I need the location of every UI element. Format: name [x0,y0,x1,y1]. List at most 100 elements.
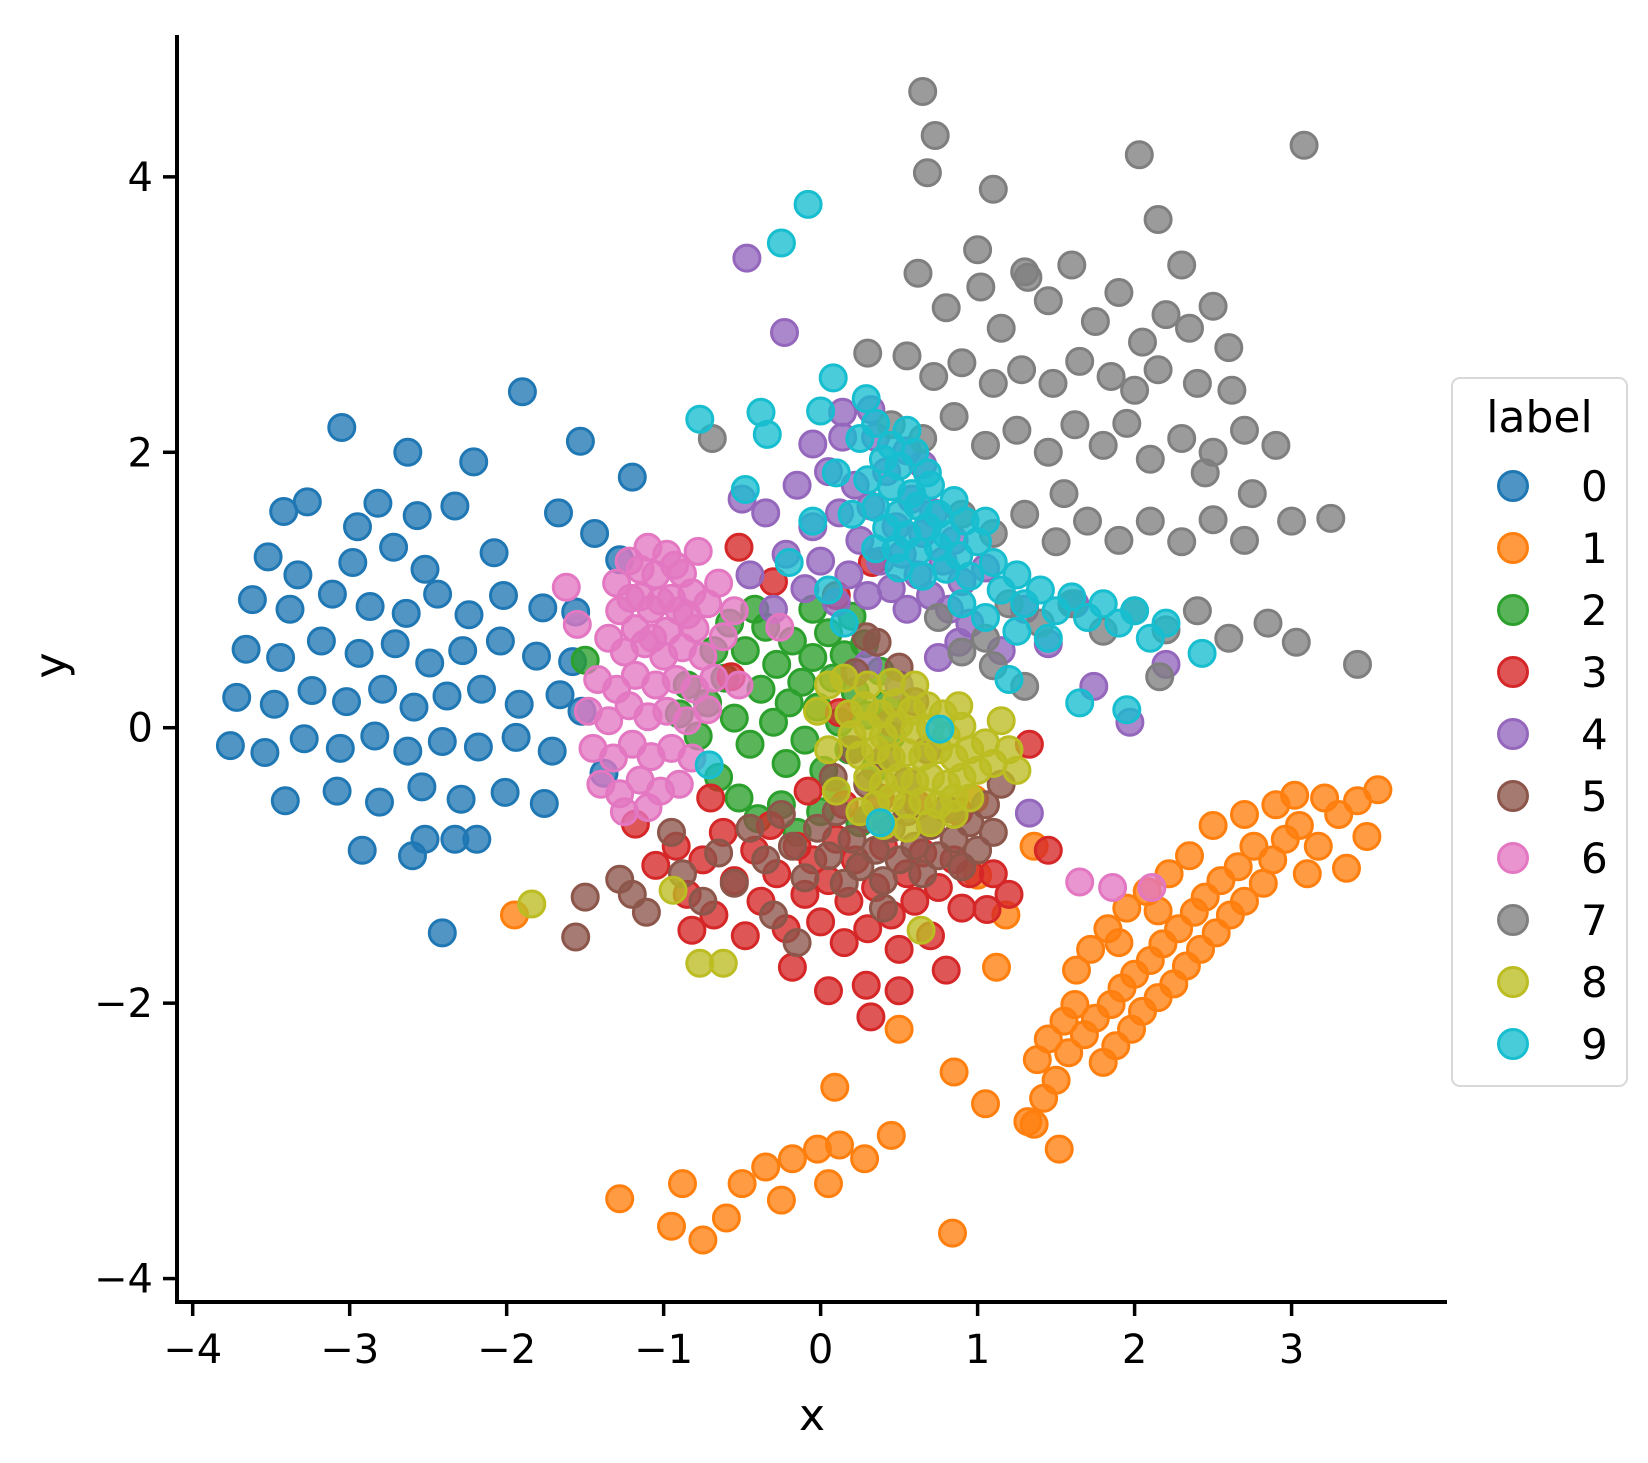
data-point [861,534,891,564]
data-point [616,583,646,613]
data-point [1281,627,1311,657]
data-point [853,914,883,944]
data-point [766,1185,796,1215]
data-point [570,882,600,912]
legend-swatch-icon [1497,594,1529,626]
axes-layer: −4 −3 −2 −1 0 1 2 3 −4 −2 0 2 4 [94,35,1447,1373]
data-point [407,772,437,802]
data-point [719,703,749,733]
data-point [1214,623,1244,653]
data-point [971,1089,1000,1119]
data-point [803,696,832,726]
y-tick-label: 0 [128,706,153,752]
data-point [327,413,357,442]
data-point [892,813,922,843]
data-point [562,609,592,639]
data-point [920,121,950,150]
data-point [1057,582,1087,612]
data-point [1049,1006,1079,1036]
data-point [765,612,795,642]
data-point [730,921,760,951]
data-point [266,643,296,672]
data-point [1175,841,1204,871]
data-point [1198,505,1228,535]
data-point [704,838,734,868]
data-point [1217,375,1247,405]
data-point [1128,327,1157,357]
data-point [1007,355,1037,385]
data-point [699,663,729,693]
data-point [806,546,836,576]
data-point [1151,608,1181,638]
legend-entry-2: 2 [1453,579,1626,641]
data-point [379,532,409,562]
data-point [215,731,245,761]
data-point [986,313,1016,343]
data-point [1044,1134,1074,1164]
data-point [861,408,891,438]
legend-entry-label: 2 [1581,585,1608,635]
data-point [931,955,961,985]
data-point [771,749,801,778]
legend-swatch-icon [1497,532,1529,564]
data-point [903,258,933,288]
data-point [363,488,393,518]
data-point [793,776,823,806]
data-point [292,487,322,517]
data-point [529,789,559,818]
data-point [978,817,1008,847]
data-point [821,776,851,806]
data-point [1062,955,1091,985]
data-point [923,603,953,632]
data-point [770,318,799,347]
data-point [704,568,734,598]
legend-entry-label: 5 [1581,771,1608,821]
data-point [1112,408,1142,438]
data-point [1332,853,1361,883]
data-point [853,670,883,700]
data-point [1057,250,1087,280]
data-point [1135,506,1165,536]
legend-entry-7: 7 [1453,889,1626,951]
data-point [719,596,749,626]
data-point [1033,835,1063,865]
x-tick-label: −2 [477,1327,536,1373]
legend-swatch-icon [1497,718,1529,750]
data-point [820,1072,850,1102]
data-point [1033,623,1063,653]
data-point [798,429,828,459]
data-point [884,934,914,964]
series-8 [517,663,1032,978]
data-point [1145,662,1175,692]
legend-entry-3: 3 [1453,641,1626,703]
series-9 [685,189,1217,838]
data-point [1088,1047,1118,1077]
data-point [490,777,520,807]
data-point [727,1169,757,1199]
data-point [724,670,754,700]
data-point [1167,424,1197,453]
data-point [1104,278,1134,307]
x-axis-label: x [798,1390,826,1441]
data-point [766,800,796,829]
data-point [467,674,496,704]
data-point [1029,1083,1059,1113]
data-point [231,634,261,664]
data-point [605,1184,635,1214]
data-point [766,228,796,258]
data-point [1002,415,1032,445]
data-point [625,554,655,584]
data-point [724,783,754,813]
legend-title: label [1486,392,1593,443]
data-point [782,470,812,500]
data-point [825,1130,854,1160]
data-point [1230,415,1259,445]
data-point [415,648,445,678]
data-point [646,586,675,616]
data-point [343,512,372,542]
data-point [751,498,781,528]
data-point [892,341,922,371]
data-point [798,643,828,672]
data-point [250,738,280,767]
